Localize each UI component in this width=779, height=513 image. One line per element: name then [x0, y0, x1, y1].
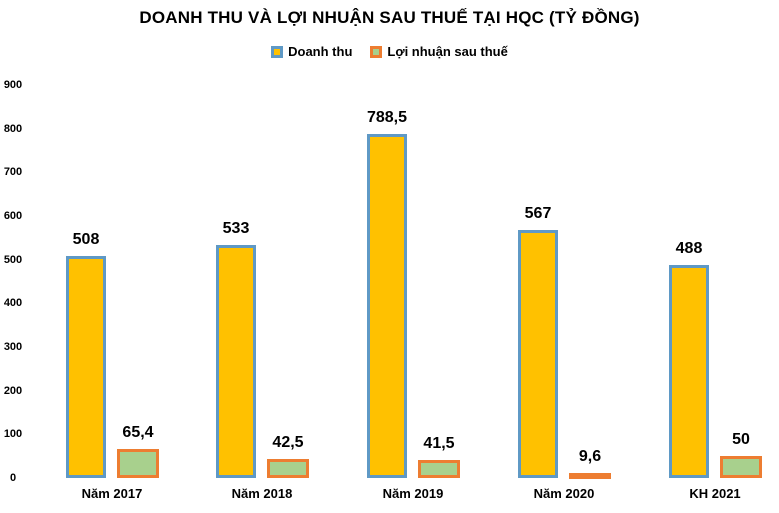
- revenue-bar: [66, 256, 106, 478]
- category-axis-label: Năm 2020: [533, 486, 595, 501]
- revenue-legend-swatch-icon: [271, 45, 284, 58]
- bar-value-label: 9,6: [578, 448, 602, 465]
- revenue-legend-label: Doanh thu: [288, 44, 353, 59]
- bar-value-label: 50: [732, 431, 750, 448]
- y-axis-tick-label: 900: [3, 79, 23, 91]
- profit-bar: [418, 460, 460, 478]
- bar-value-label: 508: [72, 231, 100, 248]
- y-axis-tick-label: 500: [3, 254, 23, 266]
- bar-value-label: 567: [524, 205, 552, 222]
- bar-value-label: 533: [222, 220, 250, 237]
- y-axis-tick-label: 600: [3, 210, 23, 222]
- revenue-bar: [367, 134, 407, 478]
- legend-item-profit: Lợi nhuận sau thuế: [370, 43, 508, 60]
- bar-value-label: 788,5: [366, 109, 408, 126]
- y-axis-tick-label: 200: [3, 385, 23, 397]
- profit-legend-swatch-icon: [370, 45, 383, 58]
- y-axis-tick-label: 100: [3, 428, 23, 440]
- category-axis-label: KH 2021: [689, 486, 741, 501]
- y-axis-tick-label: 300: [3, 341, 23, 353]
- y-axis-tick-label: 700: [3, 166, 23, 178]
- chart-legend: Doanh thu Lợi nhuận sau thuế: [0, 43, 779, 60]
- y-axis-tick-label: 400: [3, 297, 23, 309]
- profit-bar: [720, 456, 762, 478]
- chart-title: DOANH THU VÀ LỢI NHUẬN SAU THUẾ TẠI HQC …: [139, 8, 640, 27]
- bar-value-label: 65,4: [122, 424, 154, 441]
- bar-value-label: 42,5: [272, 434, 304, 451]
- category-axis-label: Năm 2017: [81, 486, 143, 501]
- category-axis-label: Năm 2019: [382, 486, 444, 501]
- profit-bar: [569, 473, 611, 479]
- bar-value-label: 41,5: [423, 435, 455, 452]
- revenue-bar: [518, 230, 558, 478]
- revenue-bar: [216, 245, 256, 478]
- category-axis-label: Năm 2018: [231, 486, 293, 501]
- y-axis-tick-label: 800: [3, 123, 23, 135]
- profit-bar: [117, 449, 159, 478]
- y-axis-tick-label: 0: [9, 472, 17, 484]
- legend-item-revenue: Doanh thu: [271, 43, 352, 60]
- profit-bar: [267, 459, 309, 478]
- profit-legend-label: Lợi nhuận sau thuế: [387, 44, 508, 59]
- bar-value-label: 488: [675, 240, 703, 257]
- revenue-bar: [669, 265, 709, 478]
